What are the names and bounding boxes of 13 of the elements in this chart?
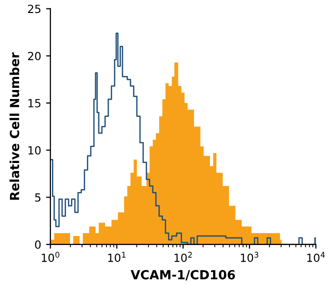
y-axis-title: Relative Cell Number bbox=[10, 52, 20, 200]
y-tick-label: 25 bbox=[28, 4, 40, 14]
y-tick-label: 15 bbox=[28, 99, 40, 108]
x-tick-label: 10$^{4}$ bbox=[307, 252, 325, 262]
x-tick-label: 10$^{3}$ bbox=[240, 252, 258, 262]
x-tick-label: 10$^{1}$ bbox=[108, 252, 126, 262]
y-tick-label: 20 bbox=[28, 52, 41, 60]
y-tick-label: 10 bbox=[28, 146, 41, 155]
x-axis-title: VCAM-1/CD106 bbox=[130, 270, 235, 280]
x-tick-label: 10$^{0}$ bbox=[42, 252, 60, 262]
y-tick-label: 0 bbox=[35, 240, 41, 249]
x-tick-label: 10$^{2}$ bbox=[174, 252, 192, 262]
y-tick-label: 5 bbox=[35, 193, 40, 202]
